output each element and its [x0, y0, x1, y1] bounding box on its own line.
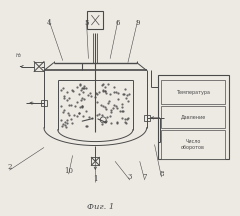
Text: 5: 5: [84, 19, 89, 27]
Bar: [144, 115, 150, 121]
Text: 9: 9: [136, 19, 140, 27]
Text: 7: 7: [142, 173, 147, 181]
Text: 6: 6: [116, 19, 120, 27]
Text: Давление: Давление: [180, 114, 206, 119]
Text: 10: 10: [64, 167, 73, 175]
Bar: [41, 100, 47, 106]
Bar: [157, 75, 228, 159]
Text: Фиг. 1: Фиг. 1: [87, 203, 114, 211]
Bar: [34, 62, 44, 71]
Text: 8: 8: [159, 170, 164, 178]
Text: 3: 3: [128, 173, 132, 181]
Bar: [162, 80, 225, 104]
Bar: [87, 11, 103, 29]
Text: Число
оборотов: Число оборотов: [181, 139, 205, 150]
Bar: [162, 106, 225, 128]
Text: Температура: Температура: [176, 90, 210, 95]
Text: $H_2$: $H_2$: [15, 51, 23, 60]
Text: 2: 2: [7, 163, 12, 171]
Text: 4: 4: [47, 19, 51, 27]
Text: 1: 1: [93, 175, 98, 183]
Bar: [91, 157, 99, 165]
Bar: [162, 130, 225, 159]
